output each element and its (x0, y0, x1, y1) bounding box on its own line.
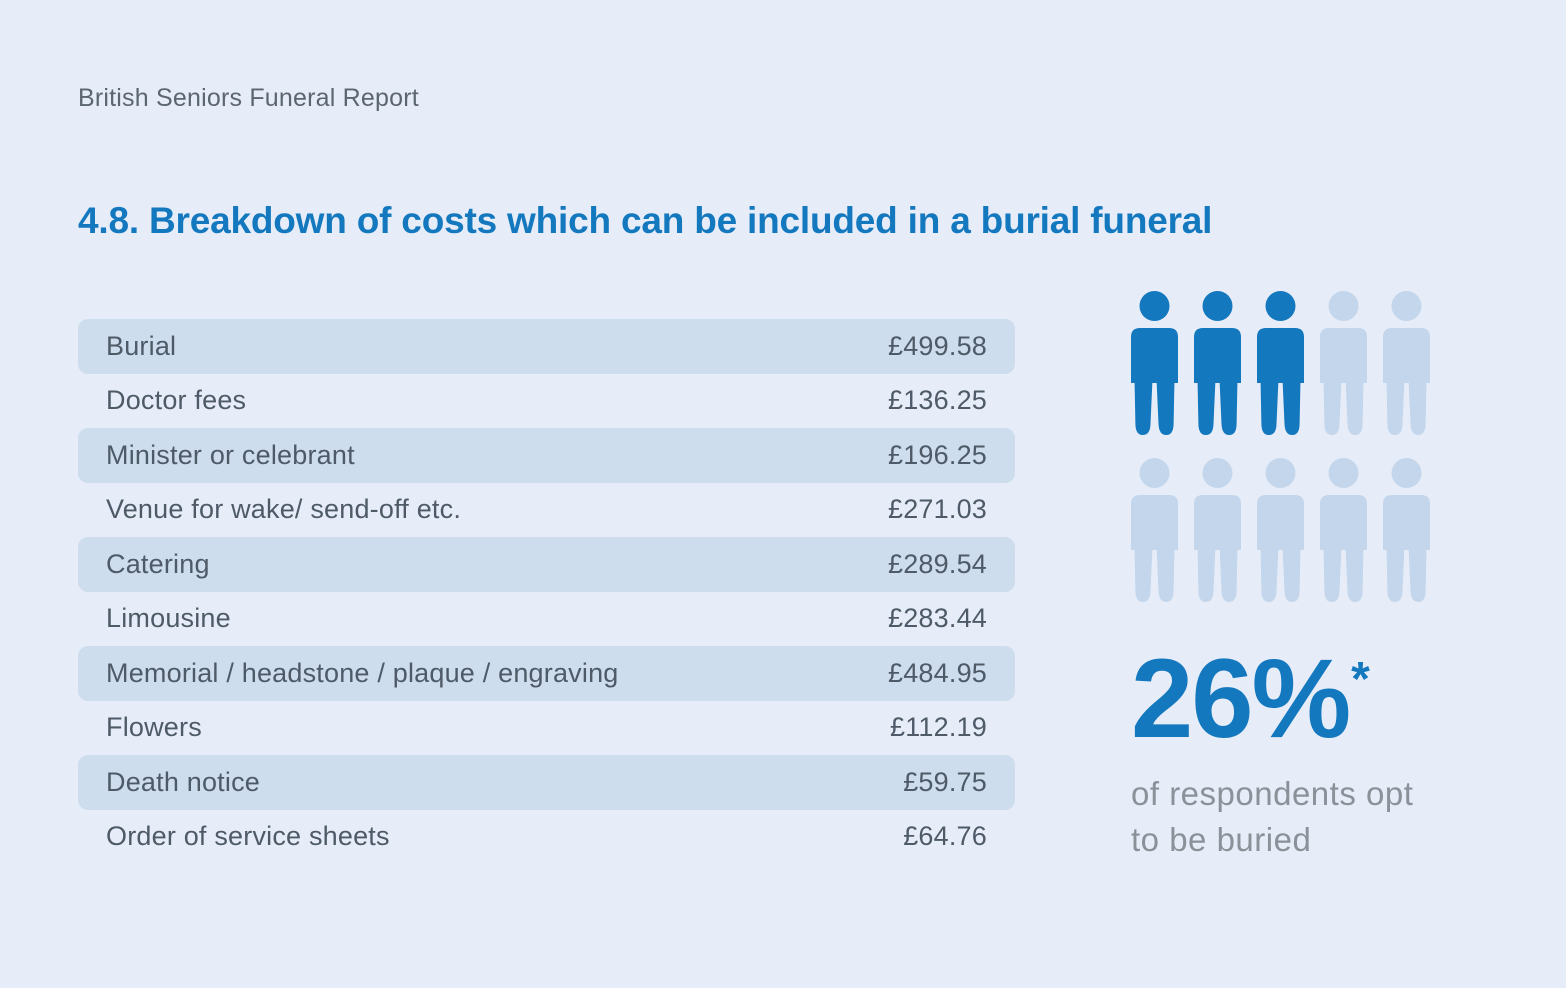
person-icon (1257, 458, 1304, 602)
table-row: Limousine £283.44 (78, 592, 1015, 647)
person-icon (1257, 291, 1304, 435)
cost-label: Order of service sheets (106, 821, 390, 852)
cost-amount: £112.19 (890, 712, 987, 743)
table-row: Venue for wake/ send-off etc. £271.03 (78, 483, 1015, 538)
cost-label: Memorial / headstone / plaque / engravin… (106, 657, 619, 688)
stat-caption: of respondents opt to be buried (1131, 771, 1511, 863)
cost-label: Minister or celebrant (106, 439, 355, 470)
section-title: 4.8. Breakdown of costs which can be inc… (78, 200, 1213, 241)
cost-amount: £271.03 (888, 494, 987, 525)
person-icon (1320, 458, 1367, 602)
table-row: Minister or celebrant £196.25 (78, 428, 1015, 483)
cost-amount: £499.58 (888, 330, 987, 361)
person-icon (1194, 458, 1241, 602)
cost-amount: £283.44 (888, 603, 987, 634)
table-row: Death notice £59.75 (78, 755, 1015, 810)
person-icon (1383, 458, 1430, 602)
table-row: Catering £289.54 (78, 537, 1015, 592)
cost-amount: £59.75 (903, 766, 987, 797)
cost-label: Catering (106, 548, 210, 579)
cost-amount: £484.95 (888, 657, 987, 688)
stat-caption-line1: of respondents opt (1131, 775, 1414, 812)
table-row: Doctor fees £136.25 (78, 374, 1015, 429)
cost-amount: £196.25 (888, 439, 987, 470)
cost-label: Limousine (106, 603, 231, 634)
cost-amount: £136.25 (888, 385, 987, 416)
person-icon (1320, 291, 1367, 435)
cost-amount: £64.76 (903, 821, 987, 852)
table-row: Memorial / headstone / plaque / engravin… (78, 646, 1015, 701)
burial-infographic: 26%* of respondents opt to be buried (1131, 291, 1511, 863)
person-icon (1131, 458, 1178, 602)
cost-table: Burial £499.58 Doctor fees £136.25 Minis… (78, 319, 1015, 864)
person-icon (1131, 291, 1178, 435)
cost-amount: £289.54 (888, 548, 987, 579)
report-header: British Seniors Funeral Report (78, 84, 419, 112)
pictogram (1131, 291, 1446, 602)
stat-value: 26%* (1131, 643, 1511, 755)
table-row: Flowers £112.19 (78, 701, 1015, 756)
person-icon (1194, 291, 1241, 435)
cost-label: Burial (106, 330, 177, 361)
cost-label: Doctor fees (106, 385, 247, 416)
table-row: Order of service sheets £64.76 (78, 810, 1015, 865)
cost-label: Death notice (106, 766, 260, 797)
stat-asterisk: * (1351, 652, 1370, 706)
person-icon (1383, 291, 1430, 435)
table-row: Burial £499.58 (78, 319, 1015, 374)
cost-label: Flowers (106, 712, 202, 743)
stat-number: 26% (1131, 636, 1351, 761)
stat-caption-line2: to be buried (1131, 821, 1312, 859)
cost-label: Venue for wake/ send-off etc. (106, 494, 462, 525)
